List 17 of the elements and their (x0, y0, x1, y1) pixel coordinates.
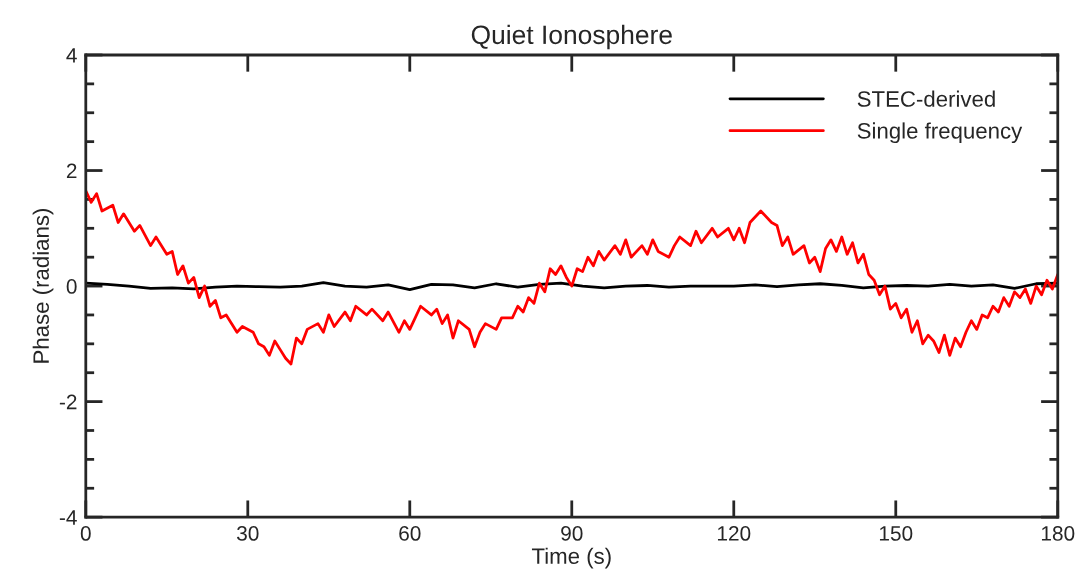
x-tick-label: 120 (717, 526, 751, 541)
x-axis-title: Time (s) (531, 547, 611, 569)
x-tick-label: 30 (237, 526, 259, 541)
y-tick-label: -2 (59, 394, 77, 410)
x-tick-label: 0 (80, 526, 91, 541)
y-tick-label: 2 (66, 163, 77, 179)
x-tick-label: 180 (1041, 526, 1075, 541)
x-tick-label: 60 (399, 526, 421, 541)
x-tick-label: 150 (879, 526, 913, 541)
y-tick-label: 4 (66, 48, 77, 63)
chart-title: Quiet Ionosphere (471, 24, 672, 50)
legend-label: STEC-derived (857, 90, 995, 107)
y-tick-label: 0 (66, 279, 77, 294)
x-tick-label: 90 (561, 526, 583, 541)
y-axis-title: Phase (radians) (32, 209, 54, 363)
legend-label: Single frequency (857, 122, 1023, 144)
y-tick-label: -4 (59, 510, 77, 525)
